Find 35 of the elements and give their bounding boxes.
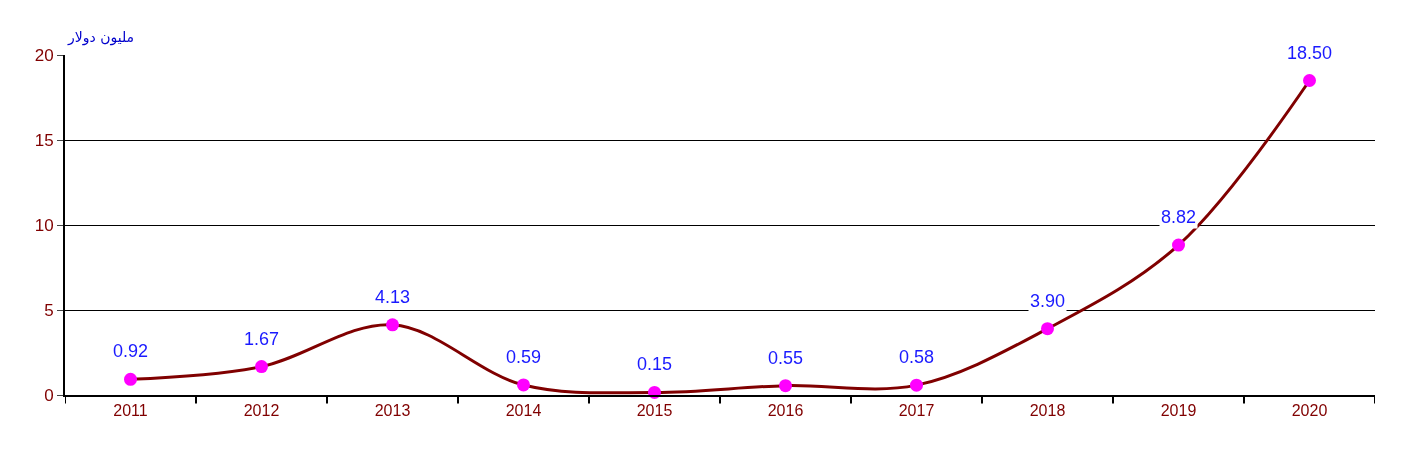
y-tick-label: 20 bbox=[34, 45, 54, 65]
point bbox=[1172, 238, 1185, 252]
x-tick-label: 2017 bbox=[898, 402, 935, 420]
x-tick-label: 2016 bbox=[767, 402, 804, 420]
data-label: 0.92 bbox=[113, 341, 149, 361]
y-tick-label: 15 bbox=[34, 130, 54, 150]
y-tick-label: 10 bbox=[34, 215, 54, 235]
x-tick-label: 2015 bbox=[636, 402, 673, 420]
point bbox=[1303, 74, 1316, 87]
x-tick-label: 2011 bbox=[113, 402, 148, 420]
y-tick-label: 5 bbox=[44, 300, 54, 320]
x-tick-label: 2018 bbox=[1029, 402, 1066, 420]
point bbox=[1041, 322, 1054, 336]
point bbox=[124, 372, 137, 386]
x-tick-label: 2020 bbox=[1291, 402, 1328, 420]
data-label: 18.50 bbox=[1287, 43, 1333, 63]
y-tick-label: 0 bbox=[44, 385, 54, 405]
x-tick-label: 2012 bbox=[243, 402, 280, 420]
data-label: 0.58 bbox=[899, 347, 935, 367]
data-label: 1.67 bbox=[244, 329, 280, 349]
x-tick-label: 2019 bbox=[1160, 402, 1197, 420]
data-label: 0.15 bbox=[637, 354, 673, 374]
x-tick-label: 2013 bbox=[374, 402, 411, 420]
point bbox=[386, 318, 399, 332]
x-tick-label: 2014 bbox=[505, 402, 542, 420]
data-label: 4.13 bbox=[375, 287, 411, 307]
data-label: 0.59 bbox=[506, 347, 542, 367]
point bbox=[255, 360, 268, 374]
point bbox=[910, 378, 923, 392]
data-label: 0.55 bbox=[768, 348, 804, 368]
data-label: 8.82 bbox=[1161, 207, 1197, 227]
data-label: 3.90 bbox=[1030, 291, 1066, 311]
point bbox=[517, 378, 530, 392]
y-axis-title: مليون دولار bbox=[67, 29, 135, 46]
point bbox=[779, 379, 792, 393]
